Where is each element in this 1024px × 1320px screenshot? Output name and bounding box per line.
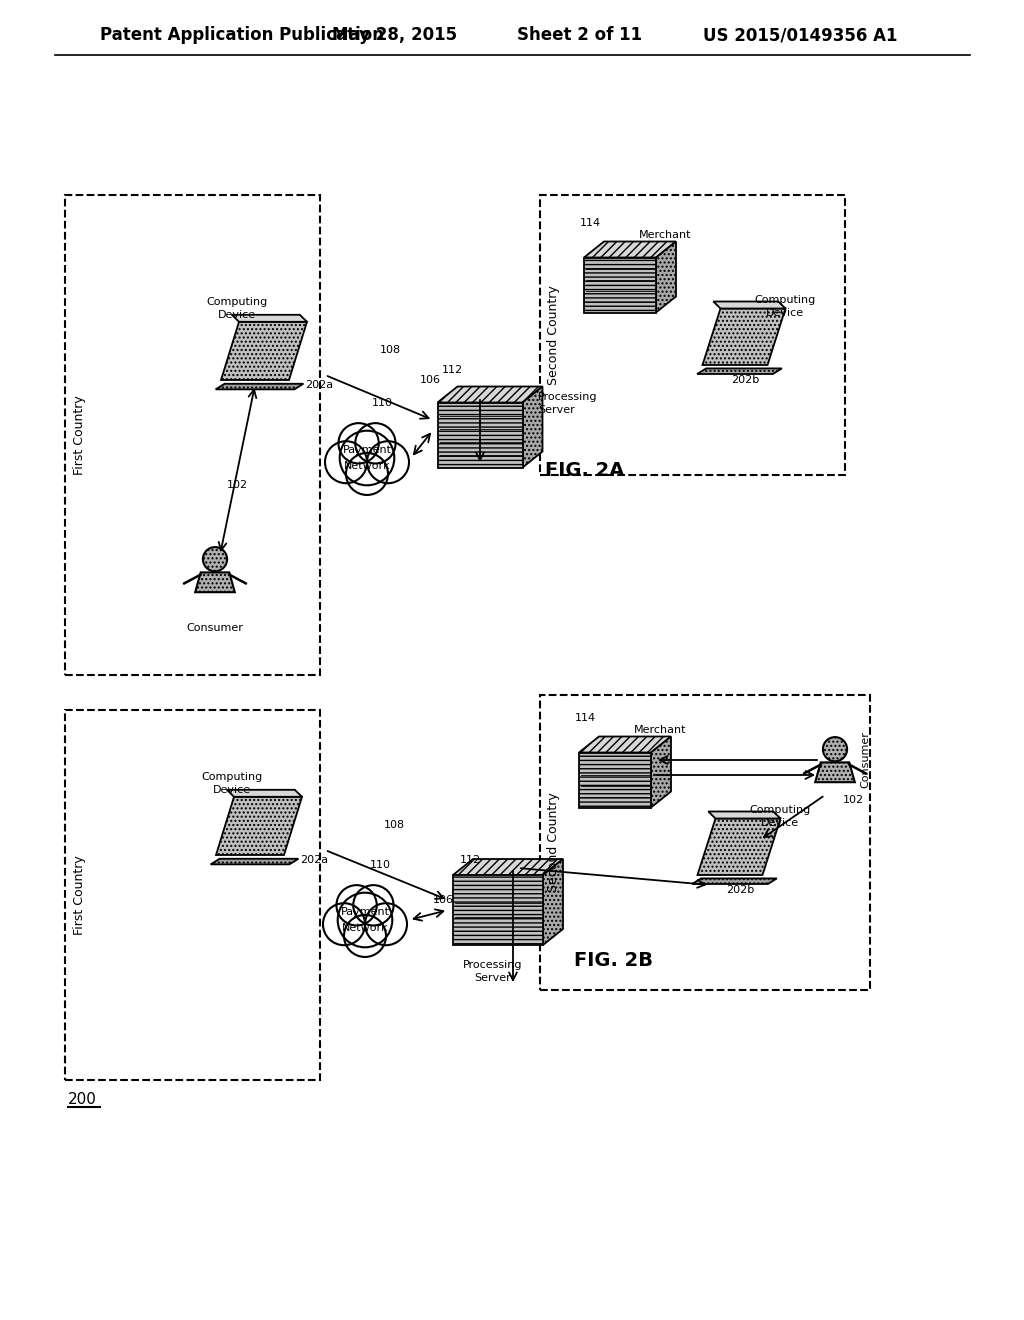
Polygon shape [196,573,234,593]
Circle shape [323,903,365,945]
Text: 108: 108 [380,345,400,355]
Text: Merchant: Merchant [634,725,686,735]
Polygon shape [709,812,780,818]
Text: Merchant: Merchant [639,230,691,240]
Text: Device: Device [218,310,256,319]
Polygon shape [231,314,307,322]
Circle shape [325,441,367,483]
Text: FIG. 2B: FIG. 2B [573,950,652,969]
Text: Server: Server [538,405,574,414]
Text: Computing: Computing [750,805,811,814]
Text: 112: 112 [441,366,463,375]
Circle shape [346,453,388,495]
Polygon shape [702,309,785,366]
Text: FIG. 2A: FIG. 2A [546,461,625,479]
Text: 202b: 202b [731,375,759,385]
Text: Payment: Payment [341,907,389,917]
Polygon shape [656,242,676,313]
Circle shape [203,546,227,572]
Polygon shape [692,878,777,884]
Text: 110: 110 [372,399,392,408]
Polygon shape [697,818,780,875]
Circle shape [339,424,379,463]
Circle shape [340,430,394,486]
Polygon shape [437,403,522,467]
Text: Second Country: Second Country [548,285,560,385]
Text: May 28, 2015: May 28, 2015 [333,26,458,44]
Text: Device: Device [766,308,804,318]
Text: Consumer: Consumer [860,731,870,788]
Polygon shape [815,763,855,783]
Text: Second Country: Second Country [548,792,560,892]
Polygon shape [522,387,543,467]
Text: Computing: Computing [207,297,267,308]
Text: 202b: 202b [726,884,754,895]
Text: Processing: Processing [463,960,522,970]
Text: 102: 102 [843,795,863,805]
Circle shape [344,915,386,957]
Text: Sheet 2 of 11: Sheet 2 of 11 [517,26,643,44]
Text: Processing: Processing [538,392,597,403]
Text: Network: Network [342,923,388,933]
Text: 200: 200 [68,1093,97,1107]
Polygon shape [211,859,298,865]
Text: 202a: 202a [300,855,328,865]
Text: Device: Device [213,785,251,795]
Polygon shape [453,875,543,945]
Circle shape [353,886,393,925]
Polygon shape [579,737,671,752]
Text: Server: Server [475,973,511,983]
Text: 108: 108 [383,820,404,830]
Text: 102: 102 [226,480,248,490]
Text: US 2015/0149356 A1: US 2015/0149356 A1 [702,26,897,44]
Text: Payment: Payment [342,445,391,455]
Text: Device: Device [761,818,799,828]
Polygon shape [453,859,563,875]
Text: 114: 114 [580,218,600,228]
Text: 106: 106 [432,895,454,906]
Polygon shape [226,789,302,797]
Polygon shape [216,384,303,389]
Text: 112: 112 [460,855,480,865]
Polygon shape [697,368,782,374]
Text: Consumer: Consumer [186,623,244,634]
Polygon shape [543,859,563,945]
Polygon shape [579,752,651,808]
Text: Patent Application Publication: Patent Application Publication [100,26,384,44]
Text: 202a: 202a [305,380,333,389]
Polygon shape [651,737,671,808]
Circle shape [338,892,392,948]
Text: 106: 106 [420,375,440,385]
Circle shape [365,903,407,945]
Text: First Country: First Country [73,855,85,935]
Circle shape [355,424,395,463]
Text: Network: Network [344,461,390,471]
Circle shape [823,737,847,762]
Polygon shape [216,797,302,855]
Polygon shape [221,322,307,380]
Text: First Country: First Country [73,395,85,475]
Circle shape [337,886,377,925]
Text: Computing: Computing [755,294,816,305]
Polygon shape [437,387,543,403]
Circle shape [367,441,409,483]
Polygon shape [584,242,676,257]
Text: 110: 110 [370,861,390,870]
Text: 114: 114 [574,713,596,723]
Polygon shape [714,301,785,309]
Text: Computing: Computing [202,772,262,781]
Polygon shape [584,257,656,313]
